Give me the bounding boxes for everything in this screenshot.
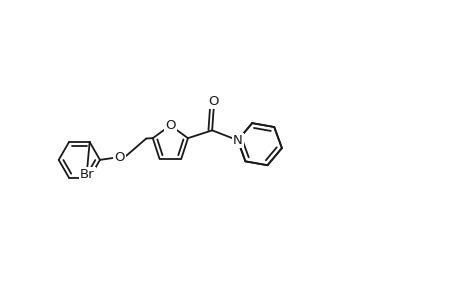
Text: N: N — [232, 134, 242, 147]
Text: Br: Br — [80, 168, 94, 181]
Text: O: O — [114, 151, 124, 164]
Text: N: N — [232, 134, 242, 147]
Text: O: O — [208, 95, 219, 108]
Text: O: O — [165, 119, 175, 132]
